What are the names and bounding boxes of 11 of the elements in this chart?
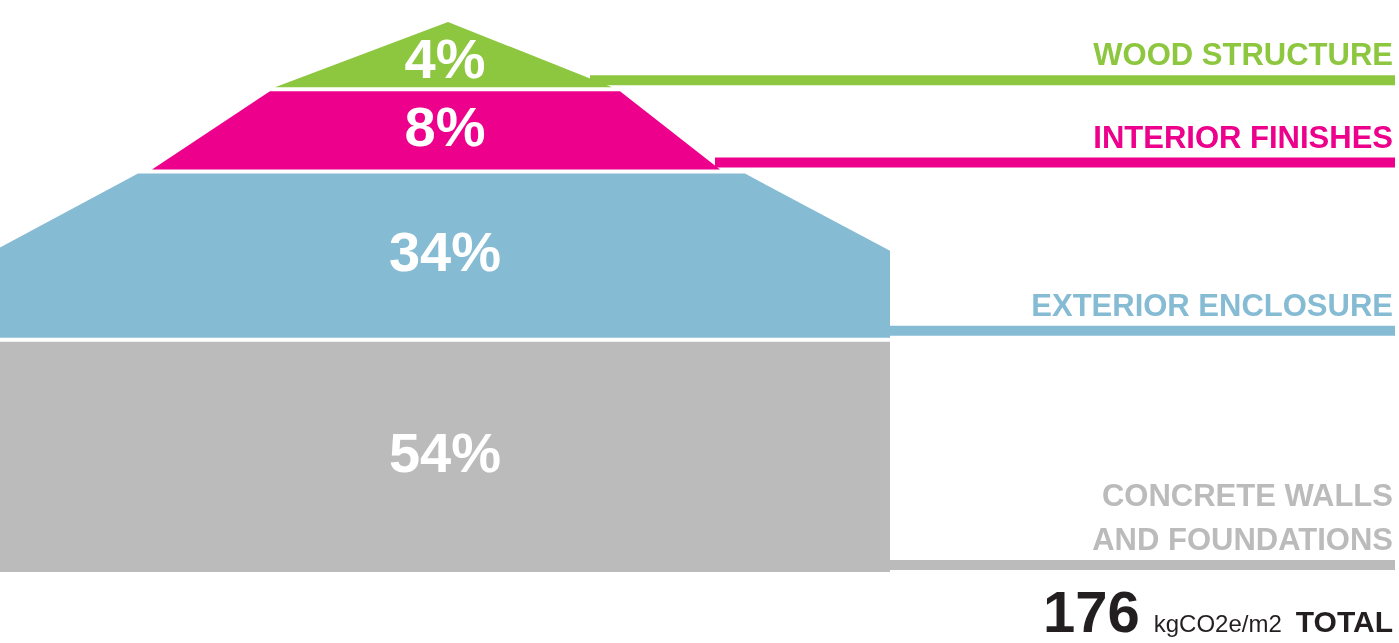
- data-label: 54%: [388, 421, 502, 485]
- data-label: 8%: [404, 94, 486, 158]
- category-label: CONCRETE WALLS AND FOUNDATIONS: [1092, 478, 1393, 557]
- text: kgCO2e/m2: [1153, 610, 1282, 637]
- text: 176: [1042, 579, 1140, 643]
- category-label: INTERIOR FINISHES: [1093, 119, 1393, 155]
- data-label: 34%: [388, 220, 502, 284]
- category-label: EXTERIOR ENCLOSURE: [1031, 287, 1393, 323]
- text: TOTAL: [1295, 605, 1393, 638]
- category-label: WOOD STRUCTURE: [1093, 37, 1393, 73]
- data-label: 4%: [404, 26, 486, 90]
